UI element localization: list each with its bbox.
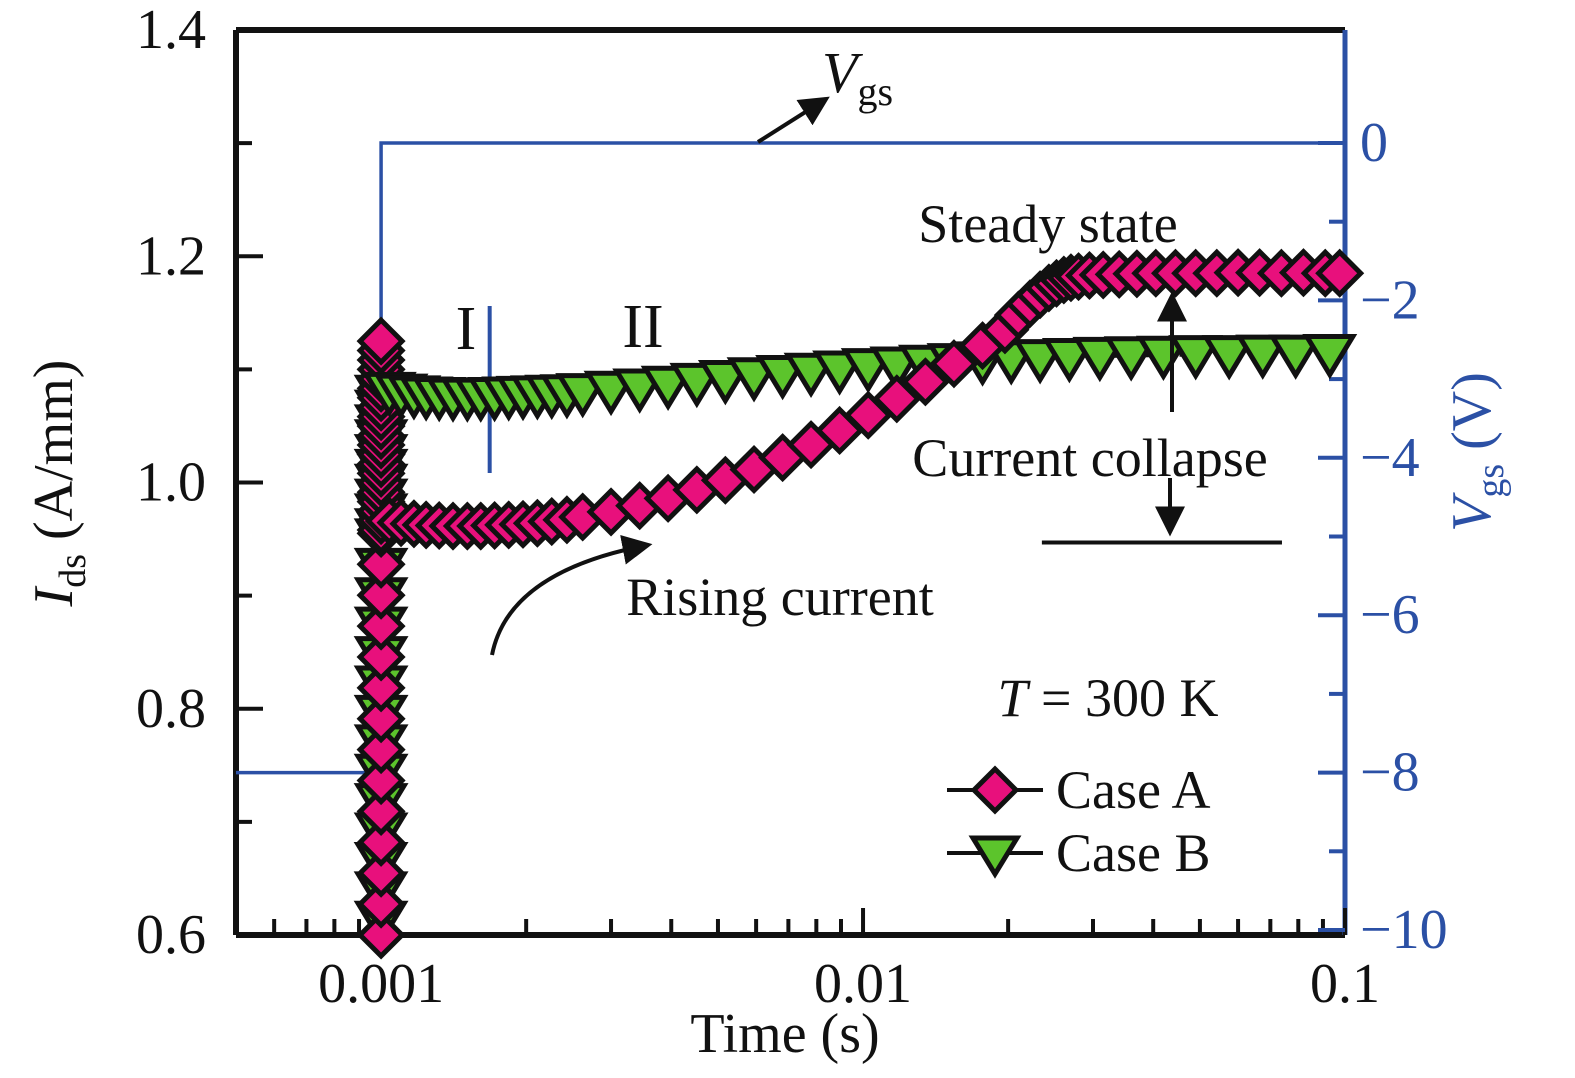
legend-case-a-label: Case A <box>1056 760 1211 820</box>
y-right-title-var: V <box>1441 492 1503 532</box>
case-a-column-marker <box>356 539 406 589</box>
vgs-sub: gs <box>857 69 893 114</box>
y-left-title-var: I <box>23 585 85 607</box>
current-collapse-label: Current collapse <box>912 428 1267 488</box>
temperature-rest: = 300 K <box>1028 668 1219 728</box>
y-right-tick-label: −8 <box>1360 742 1420 804</box>
y-left-title-rest: (A/mm) <box>23 360 85 554</box>
y-right-tick-label: −10 <box>1360 899 1448 961</box>
axis-ticks-and-labels: 0.001 0.01 0.1 0.6 0.8 1.0 1.2 1.4 0 −2 −4 −6 −8 −10 <box>136 0 1448 1015</box>
y-left-tick-label: 0.6 <box>136 904 206 966</box>
case-a-column-marker <box>356 316 406 366</box>
temperature-label: T = 300 K <box>998 668 1219 728</box>
case-a-column-marker <box>356 848 406 898</box>
y-right-axis-title: Vgs (V) <box>1441 372 1512 532</box>
case-a-marker <box>872 374 922 424</box>
case-a-column-marker <box>356 601 406 651</box>
case-a-column-marker <box>356 725 406 775</box>
rising-current-arrow <box>490 535 653 656</box>
steady-state-label: Steady state <box>918 194 1177 254</box>
vgs-annotation-label: Vgs <box>822 40 893 114</box>
y-right-tick-label: −6 <box>1360 584 1420 646</box>
legend-case-a-diamond-icon <box>970 765 1020 815</box>
case-a-marker <box>1315 248 1365 298</box>
case-a-column-marker <box>356 663 406 713</box>
case-a-column-marker <box>356 756 406 806</box>
y-left-tick-label: 1.4 <box>136 0 206 61</box>
y-right-title-sub: gs <box>1470 464 1512 498</box>
y-right-tick-label: −2 <box>1360 269 1420 331</box>
data-series <box>236 141 1365 960</box>
legend: Case A Case B <box>947 760 1211 883</box>
case-a-marker <box>929 339 979 389</box>
vgs-pointer-arrow <box>756 96 830 144</box>
legend-case-b-triangle-icon <box>968 835 1022 879</box>
case-b-marker <box>1235 334 1291 380</box>
case-a-marker <box>900 357 950 407</box>
case-b-marker <box>1201 335 1257 381</box>
case-b-marker <box>1302 334 1358 380</box>
x-tick-label: 0.1 <box>1310 953 1380 1015</box>
case-a-column-marker <box>356 570 406 620</box>
y-right-title-rest: (V) <box>1441 372 1503 464</box>
x-tick-label: 0.01 <box>814 953 912 1015</box>
y-right-tick-label: −4 <box>1360 427 1420 489</box>
vgs-var: V <box>822 40 864 105</box>
case-b-marker <box>1168 335 1224 381</box>
x-axis-title: Time (s) <box>690 1003 879 1065</box>
y-right-tick-label: 0 <box>1360 112 1388 174</box>
y-left-tick-label: 1.2 <box>136 225 206 287</box>
case-b-marker <box>1268 334 1324 380</box>
case-a-column-marker <box>356 632 406 682</box>
region-1-label: I <box>456 295 477 363</box>
case-b-marker <box>1103 336 1159 382</box>
temperature-var: T <box>998 668 1032 728</box>
y-left-title-sub: ds <box>52 554 94 588</box>
region-2-label: II <box>622 293 663 361</box>
x-tick-label: 0.001 <box>318 953 444 1015</box>
legend-case-b-label: Case B <box>1056 823 1211 883</box>
rising-current-label: Rising current <box>626 567 933 627</box>
y-left-axis-title: Ids (A/mm) <box>23 360 94 608</box>
y-left-tick-label: 0.8 <box>136 678 206 740</box>
case-b-marker <box>1135 335 1191 382</box>
case-a-column-marker <box>356 910 406 960</box>
case-a-column-marker <box>356 817 406 867</box>
case-a-column-marker <box>356 694 406 744</box>
case-a-column-marker <box>356 879 406 929</box>
case-a-column-marker <box>356 786 406 836</box>
y-left-tick-label: 1.0 <box>136 452 206 514</box>
annotations: Vgs Steady state Current collapse Rising… <box>456 40 1282 728</box>
